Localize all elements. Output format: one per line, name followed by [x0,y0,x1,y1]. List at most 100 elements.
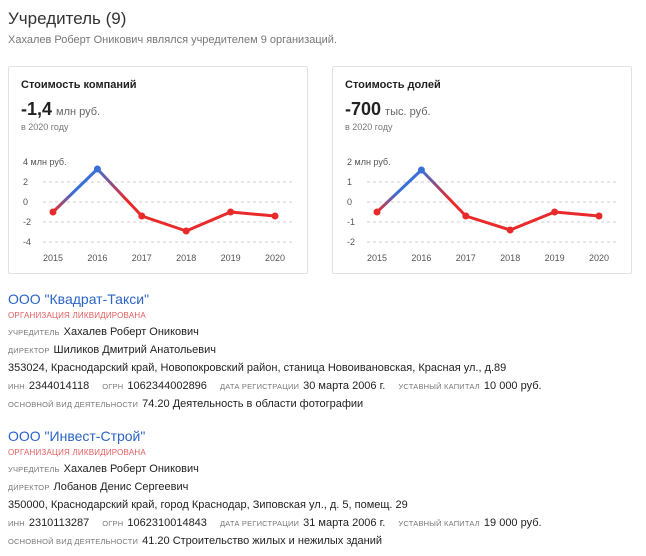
data-point [49,208,57,216]
activity-value: 74.20 Деятельность в области фотографии [142,398,364,410]
inn-label: ИНН [8,382,25,391]
founder-label: Учредитель [8,328,60,337]
founder-label: Учредитель [8,465,60,474]
org-activity-row: Основной вид деятельности 41.20 Строитель… [8,535,638,547]
y-tick-label: -2 [23,217,31,227]
y-tick-label: 2 [23,177,28,187]
org-entry: ООО "Квадрат-Такси" Организация ликвидир… [8,291,638,410]
org-founder-row: Учредитель Хахалев Роберт Оникович [8,326,638,338]
org-entry: ООО "Инвест-Строй" Организация ликвидиро… [8,428,638,547]
director-label: Директор [8,483,50,492]
series-line-segment [375,168,423,214]
x-tick-label: 2018 [500,253,520,263]
org-activity-row: Основной вид деятельности 74.20 Деятельно… [8,398,638,410]
ogrn-value: 1062310014843 [127,517,207,529]
x-tick-label: 2015 [367,253,387,263]
card-value-unit: тыс. руб. [385,106,431,118]
org-ids-row: ИНН 2310113287 ОГРН 1062310014843 Дата рег… [8,517,638,529]
y-tick-label: 0 [23,197,28,207]
x-tick-label: 2015 [43,253,63,263]
x-tick-label: 2019 [221,253,241,263]
company-value-chart: 4 млн руб. 2 0 -2 -4 2015 2016 2017 2018 2019 2020 [23,157,295,263]
inn-value: 2310113287 [28,517,90,529]
x-tick-label: 2017 [132,253,152,263]
share-value-chart: 2 млн руб. 1 0 -1 -2 2015 2016 2017 2018 2019 2020 [347,157,619,263]
org-status: Организация ликвидирована [8,311,146,320]
card-value: -1,4 млн руб. [21,99,100,120]
data-point [271,212,279,220]
ogrn-label: ОГРН [102,519,124,528]
series-line-segment [419,168,468,218]
reg-date-value: 31 марта 2006 г. [303,517,386,529]
org-name-link[interactable]: ООО "Инвест-Строй" [8,428,146,444]
org-status: Организация ликвидирована [8,448,146,457]
director-label: Директор [8,346,50,355]
x-tick-label: 2020 [589,253,609,263]
data-point [551,208,559,216]
data-point [138,212,146,220]
ogrn-value: 1062344002896 [127,380,207,392]
reg-date-label: Дата регистрации [219,519,300,528]
founder-value[interactable]: Хахалев Роберт Оникович [63,326,199,338]
org-ids-row: ИНН 2344014118 ОГРН 1062344002896 Дата рег… [8,380,638,392]
data-point [227,208,235,216]
capital-value: 19 000 руб. [483,517,542,529]
x-tick-label: 2016 [87,253,107,263]
data-point [595,212,603,220]
data-point [506,226,514,234]
section-subtitle: Хахалев Роберт Оникович являлся учредите… [8,34,338,46]
director-value[interactable]: Лобанов Денис Сергеевич [53,481,189,493]
share-value-card: Стоимость долей -700 тыс. руб. в 2020 год… [332,66,632,274]
series-line-segment [140,214,188,233]
org-director-row: Директор Шиликов Дмитрий Анатольевич [8,344,638,356]
series-line-segment [464,214,512,232]
x-tick-label: 2017 [456,253,476,263]
company-value-card: Стоимость компаний -1,4 млн руб. в 2020 г… [8,66,308,274]
data-point [93,165,101,173]
card-value-number: -1,4 [21,99,53,119]
y-tick-label: 4 млн руб. [23,157,67,167]
card-title: Стоимость долей [345,79,441,91]
activity-label: Основной вид деятельности [8,537,139,546]
series-line-segment [229,210,277,218]
reg-date-value: 30 марта 2006 г. [303,380,386,392]
x-tick-label: 2016 [411,253,431,263]
y-tick-label: -1 [347,217,355,227]
y-tick-label: 2 млн руб. [347,157,391,167]
card-value: -700 тыс. руб. [345,99,431,120]
data-point [462,212,470,220]
y-tick-label: 1 [347,177,352,187]
y-tick-label: -4 [23,237,31,247]
series-line-segment [95,167,144,218]
card-year: в 2020 году [345,122,393,132]
director-value[interactable]: Шиликов Дмитрий Анатольевич [53,344,216,356]
y-tick-label: -2 [347,237,355,247]
activity-label: Основной вид деятельности [8,400,139,409]
inn-value: 2344014118 [28,380,90,392]
card-value-number: -700 [345,99,382,119]
x-tick-label: 2019 [545,253,565,263]
x-tick-label: 2018 [176,253,196,263]
card-title: Стоимость компаний [21,79,137,91]
capital-label: Уставный капитал [398,382,480,391]
series-line-segment [508,210,557,232]
card-value-unit: млн руб. [56,106,101,118]
series-line-segment [553,210,601,218]
data-point [182,227,190,235]
inn-label: ИНН [8,519,25,528]
data-point [373,208,381,216]
org-founder-row: Учредитель Хахалев Роберт Оникович [8,463,638,475]
section-title: Учредитель (9) [8,9,127,28]
org-address: 353024, Краснодарский край, Новопокровск… [8,362,507,374]
activity-value: 41.20 Строительство жилых и нежилых здан… [142,535,383,547]
org-name-link[interactable]: ООО "Квадрат-Такси" [8,291,150,307]
org-address: 350000, Краснодарский край, город Красно… [8,499,408,511]
org-director-row: Директор Лобанов Денис Сергеевич [8,481,638,493]
data-point [417,166,425,174]
y-tick-label: 0 [347,197,352,207]
series-line-segment [184,210,233,233]
founder-value[interactable]: Хахалев Роберт Оникович [63,463,199,475]
ogrn-label: ОГРН [102,382,124,391]
capital-value: 10 000 руб. [483,380,542,392]
series-line-segment [51,167,99,214]
